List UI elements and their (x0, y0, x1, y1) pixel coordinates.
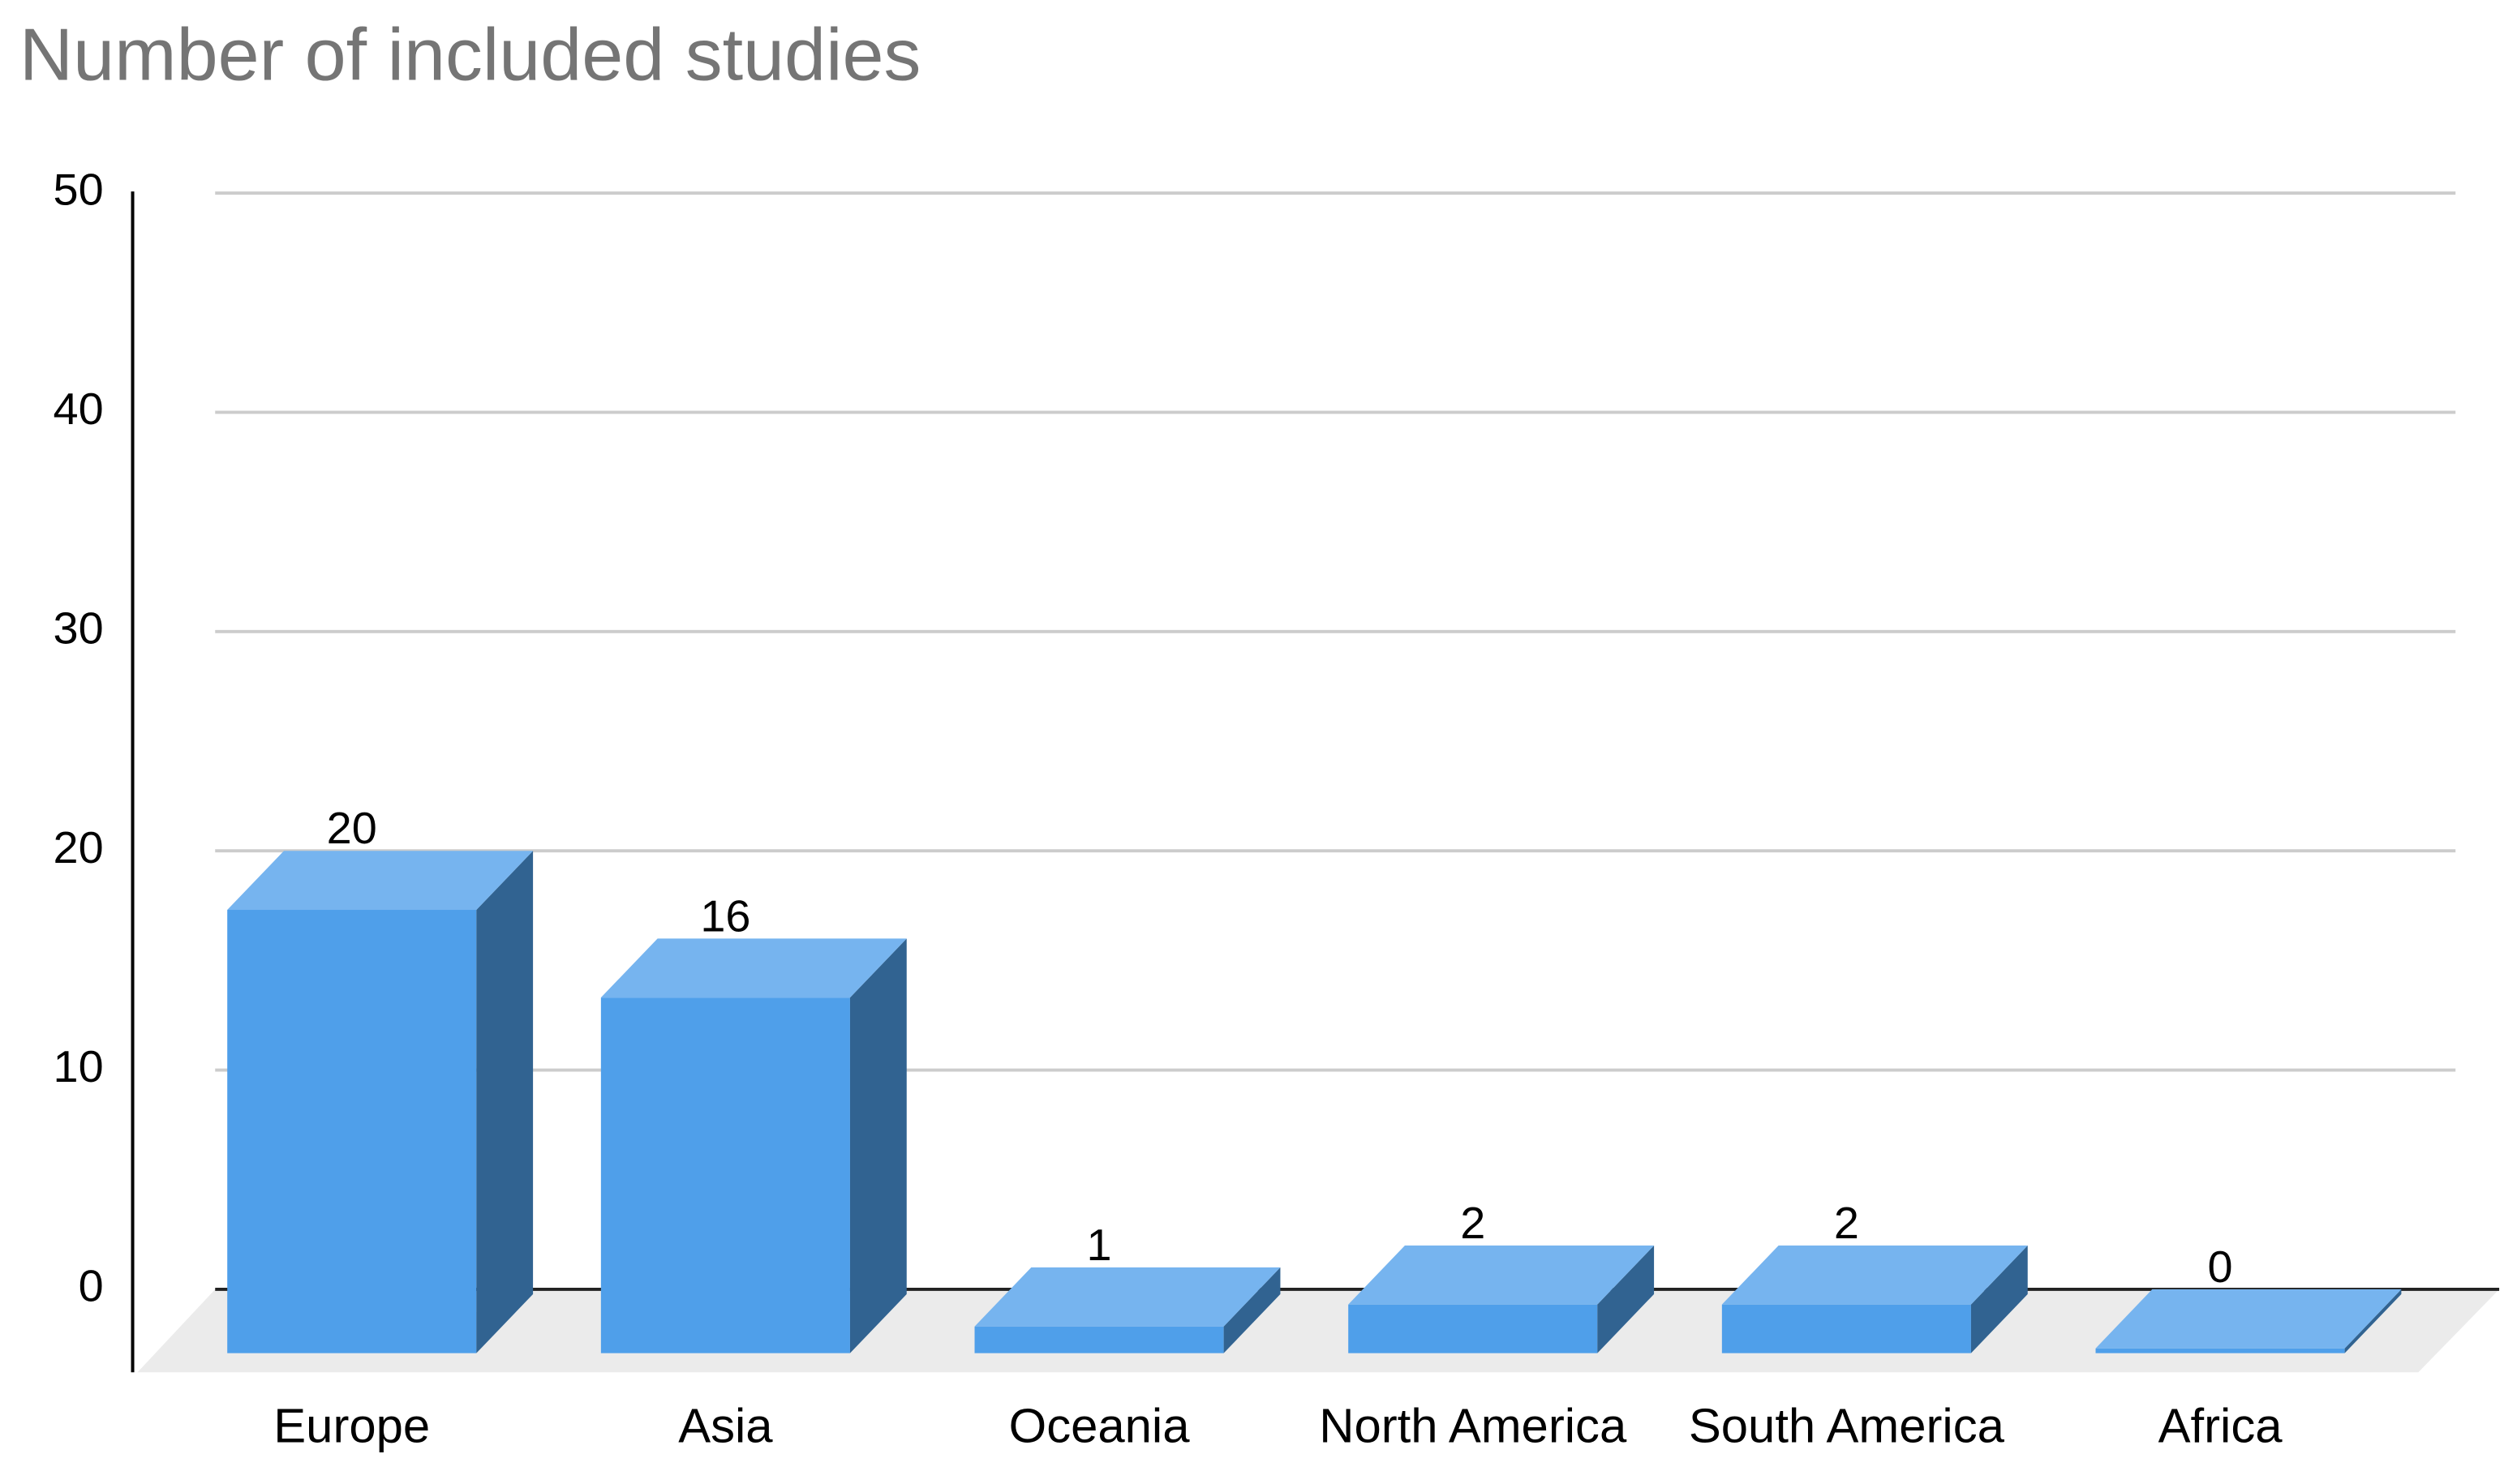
value-label: 2 (1834, 1198, 1859, 1248)
bar-top (600, 938, 907, 998)
bar-top (974, 1267, 1281, 1327)
y-tick-label: 30 (54, 603, 104, 654)
bar-top (1721, 1245, 2028, 1305)
bar-top (227, 851, 534, 911)
bar-side (2344, 1289, 2402, 1353)
y-tick-label: 10 (54, 1041, 104, 1092)
bar-front (974, 1326, 1224, 1353)
y-tick-label: 40 (54, 384, 104, 434)
x-tick-label: North America (1319, 1399, 1627, 1453)
chart-title: Number of included studies (19, 15, 921, 96)
bar-front (1721, 1304, 1971, 1353)
bar-side (1970, 1245, 2028, 1353)
value-label: 16 (700, 891, 750, 941)
x-tick-label: South America (1689, 1399, 2005, 1453)
value-label: 0 (2208, 1242, 2233, 1292)
bar-front (2095, 1348, 2345, 1353)
y-tick-label: 0 (79, 1261, 104, 1311)
bar-side (476, 851, 534, 1353)
y-tick-label: 50 (54, 165, 104, 215)
value-label: 1 (1087, 1220, 1112, 1270)
bar-side (1223, 1267, 1281, 1353)
x-tick-label: Asia (678, 1399, 773, 1453)
bar-top (1348, 1245, 1655, 1305)
value-label: 2 (1460, 1198, 1485, 1248)
bar-side (849, 938, 907, 1353)
x-tick-label: Europe (273, 1399, 430, 1453)
x-tick-label: Africa (2158, 1399, 2283, 1453)
bar-top (2095, 1289, 2402, 1349)
x-tick-label: Oceania (1009, 1399, 1191, 1453)
bar-side (1597, 1245, 1655, 1353)
y-tick-label: 20 (54, 822, 104, 873)
bar-front (1348, 1304, 1598, 1353)
bar-front (227, 910, 477, 1353)
bar-front (600, 997, 850, 1353)
value-label: 20 (327, 803, 377, 853)
